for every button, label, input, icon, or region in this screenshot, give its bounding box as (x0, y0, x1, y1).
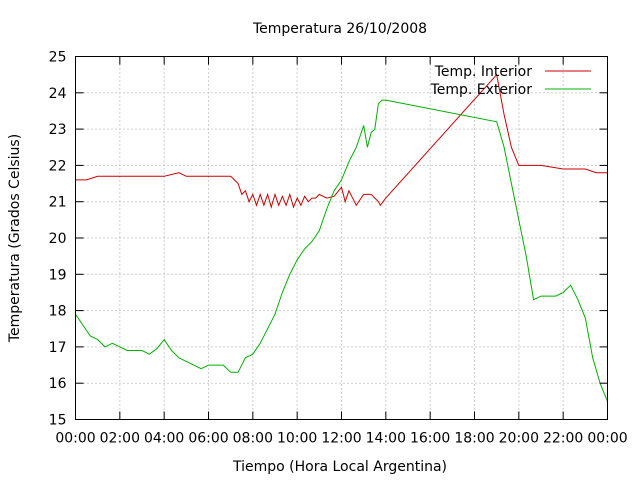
series-group (75, 73, 608, 402)
legend: Temp. Interior Temp. Exterior (430, 64, 591, 98)
y-axis-label: Temperatura (Grados Celsius) (7, 134, 23, 343)
x-tick-label: 00:00 (587, 431, 627, 447)
y-tick-label: 19 (49, 267, 67, 283)
x-axis-label: Tiempo (Hora Local Argentina) (232, 459, 447, 475)
axis-ticks: 15 16 17 18 19 20 21 22 23 24 25 00:00 02:00 04:00 06:… (49, 50, 628, 447)
grid (75, 56, 608, 420)
y-tick-label: 22 (49, 158, 67, 174)
x-tick-label: 00:00 (55, 431, 95, 447)
legend-label: Temp. Exterior (430, 82, 533, 98)
chart-title: Temperatura 26/10/2008 (252, 21, 427, 37)
x-tick-label: 22:00 (543, 431, 583, 447)
x-tick-label: 04:00 (144, 431, 184, 447)
y-tick-label: 15 (49, 413, 67, 429)
y-tick-label: 23 (49, 122, 67, 138)
x-tick-label: 20:00 (499, 431, 539, 447)
x-tick-label: 12:00 (321, 431, 361, 447)
y-tick-label: 21 (49, 195, 67, 211)
legend-label: Temp. Interior (434, 64, 533, 80)
y-tick-label: 25 (49, 50, 67, 66)
y-tick-label: 18 (49, 304, 67, 320)
series-line-temp-interior (75, 73, 608, 209)
x-tick-label: 02:00 (100, 431, 140, 447)
x-tick-label: 16:00 (410, 431, 450, 447)
x-tick-label: 10:00 (277, 431, 317, 447)
y-tick-label: 20 (49, 231, 67, 247)
y-tick-label: 16 (49, 376, 67, 392)
x-tick-label: 06:00 (188, 431, 228, 447)
y-tick-label: 17 (49, 340, 67, 356)
x-tick-label: 14:00 (366, 431, 406, 447)
x-tick-label: 18:00 (454, 431, 494, 447)
y-tick-label: 24 (49, 86, 67, 102)
x-tick-label: 08:00 (233, 431, 273, 447)
series-line-temp-exterior (75, 99, 608, 402)
